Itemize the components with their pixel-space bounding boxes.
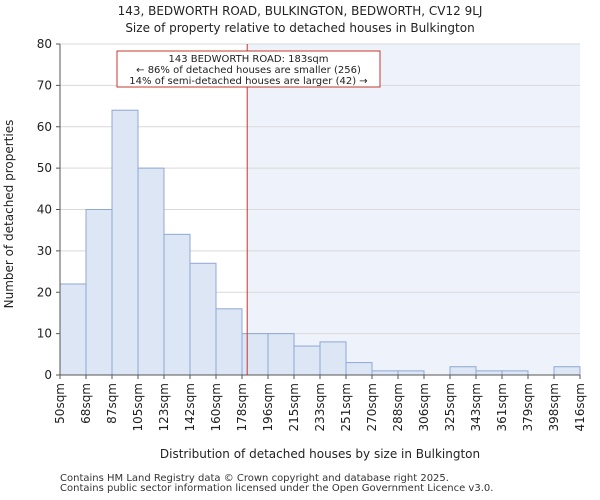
y-tick-label: 70 bbox=[37, 78, 52, 92]
y-tick-label: 40 bbox=[37, 203, 52, 217]
x-tick-label: 215sqm bbox=[287, 383, 301, 431]
x-tick-label: 68sqm bbox=[79, 383, 93, 424]
footer-line1: Contains HM Land Registry data © Crown c… bbox=[60, 473, 449, 484]
histogram-bar bbox=[371, 370, 399, 376]
histogram-bar bbox=[345, 362, 373, 376]
histogram-bar bbox=[553, 366, 581, 376]
histogram-bar bbox=[59, 283, 87, 376]
histogram-bar bbox=[111, 109, 139, 376]
y-tick-label: 80 bbox=[37, 37, 52, 51]
histogram-bar bbox=[319, 341, 347, 376]
x-tick-label: 288sqm bbox=[391, 383, 405, 431]
x-tick-label: 325sqm bbox=[443, 383, 457, 431]
y-tick-label: 10 bbox=[37, 327, 52, 341]
annotation-line1: 143 BEDWORTH ROAD: 183sqm bbox=[168, 54, 328, 65]
x-tick-label: 270sqm bbox=[365, 383, 379, 431]
y-tick-label: 30 bbox=[37, 244, 52, 258]
x-tick-label: 105sqm bbox=[131, 383, 145, 431]
x-tick-label: 196sqm bbox=[261, 383, 275, 431]
histogram-bar bbox=[501, 370, 529, 376]
chart-title-line2: Size of property relative to detached ho… bbox=[125, 21, 474, 35]
y-tick-label: 20 bbox=[37, 285, 52, 299]
annotation-line3: 14% of semi-detached houses are larger (… bbox=[129, 76, 367, 87]
histogram-bar bbox=[163, 233, 191, 376]
plot-area: 0 10 20 30 40 50 60 70 80 50sqm 68sqm 87sqm 105sqm 12… bbox=[37, 37, 587, 431]
y-tick-label: 60 bbox=[37, 120, 52, 134]
x-tick-label: 87sqm bbox=[105, 383, 119, 424]
x-axis-label: Distribution of detached houses by size … bbox=[160, 447, 480, 461]
chart-title-line1: 143, BEDWORTH ROAD, BULKINGTON, BEDWORTH… bbox=[118, 4, 483, 18]
y-tick-label: 50 bbox=[37, 161, 52, 175]
histogram-bar bbox=[189, 262, 217, 376]
histogram-bar bbox=[293, 345, 321, 376]
x-tick-label: 251sqm bbox=[339, 383, 353, 431]
x-tick-label: 233sqm bbox=[313, 383, 327, 431]
x-tick-label: 306sqm bbox=[417, 383, 431, 431]
histogram-bar bbox=[137, 167, 165, 376]
y-tick-label: 0 bbox=[44, 368, 52, 382]
footer-line2: Contains public sector information licen… bbox=[60, 483, 494, 494]
x-tick-label: 379sqm bbox=[521, 383, 535, 431]
annotation-box bbox=[116, 50, 381, 88]
x-tick-label: 398sqm bbox=[547, 383, 561, 431]
x-tick-label: 416sqm bbox=[573, 383, 587, 431]
x-tick-label: 50sqm bbox=[53, 383, 67, 424]
histogram-bar bbox=[475, 370, 503, 376]
x-tick-label: 178sqm bbox=[235, 383, 249, 431]
histogram-bar bbox=[267, 333, 295, 376]
y-axis-label: Number of detached properties bbox=[2, 120, 16, 309]
x-tick-label: 142sqm bbox=[183, 383, 197, 431]
histogram-bar bbox=[215, 308, 243, 376]
histogram-bar bbox=[85, 209, 113, 376]
histogram-bar bbox=[397, 370, 425, 376]
x-tick-label: 123sqm bbox=[157, 383, 171, 431]
x-tick-label: 160sqm bbox=[209, 383, 223, 431]
histogram-bar bbox=[241, 333, 269, 376]
x-tick-label: 343sqm bbox=[469, 383, 483, 431]
histogram-bar bbox=[449, 366, 477, 376]
annotation-line2: ← 86% of detached houses are smaller (25… bbox=[136, 65, 361, 76]
x-tick-label: 361sqm bbox=[495, 383, 509, 431]
